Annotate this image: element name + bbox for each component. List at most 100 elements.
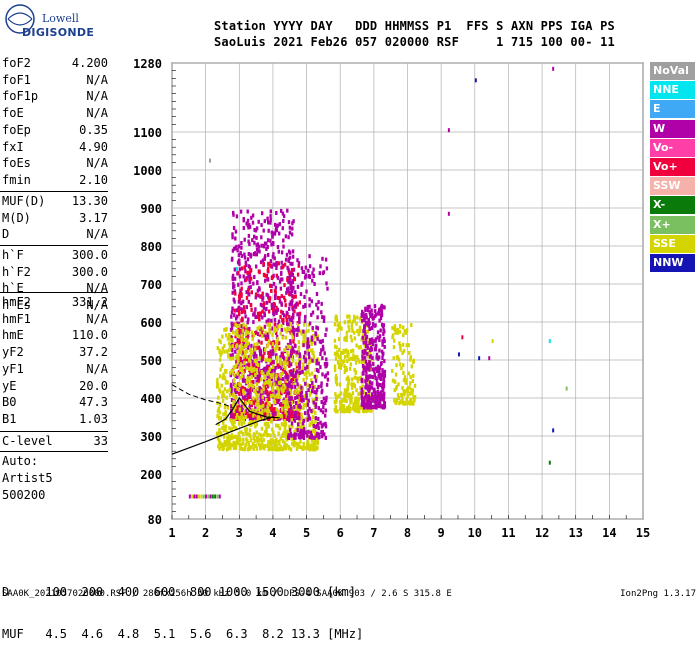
echo-point (239, 350, 243, 355)
echo-point (222, 412, 225, 417)
param-value: 0.35 (79, 122, 108, 137)
echo-point (307, 323, 310, 328)
echo-point (348, 328, 351, 333)
x-tick-label: 12 (535, 526, 549, 540)
echo-point (223, 403, 227, 408)
echo-point (265, 306, 268, 311)
echo-point (240, 446, 244, 451)
echo-point (264, 387, 268, 392)
echo-point (297, 345, 301, 350)
echo-point (233, 308, 236, 313)
echo-point (333, 368, 337, 373)
echo-point (368, 321, 371, 326)
param-row-hmf1: hmF1 N/A (2, 312, 108, 328)
echo-point (274, 308, 277, 313)
echo-point (316, 326, 319, 331)
echo-point (249, 285, 252, 290)
echo-point (291, 289, 294, 294)
param-row-hmf2: hmF2 331.2 (2, 295, 108, 311)
echo-point (247, 317, 250, 322)
echo-point (370, 385, 373, 390)
echo-point (315, 292, 319, 296)
echo-point (317, 435, 321, 440)
distance-row: D 100 200 400 600 800 1000 1500 3000 [km… (2, 585, 357, 599)
echo-point (218, 338, 221, 343)
echo-point (366, 305, 370, 309)
echo-point (276, 355, 279, 360)
echo-point (293, 309, 296, 314)
echo-point (308, 355, 311, 360)
echo-point (307, 388, 310, 393)
echo-point (316, 334, 319, 339)
echo-point (242, 370, 245, 375)
echo-point (283, 356, 286, 361)
echo-point (273, 231, 277, 236)
echo-point (289, 273, 292, 278)
echo-point (339, 354, 342, 359)
echo-point (360, 360, 364, 365)
echo-point (291, 254, 295, 259)
echo-point (275, 211, 278, 215)
echo-point (254, 315, 257, 320)
echo-point (250, 215, 253, 220)
echo-point (348, 314, 351, 319)
echo-point (250, 330, 253, 335)
echo-point (231, 306, 234, 311)
param-name: h`F2 (2, 264, 31, 279)
echo-point (324, 436, 327, 440)
echo-point (304, 303, 307, 307)
echo-point (371, 395, 374, 400)
echo-point (351, 377, 354, 382)
echo-point (220, 431, 223, 436)
echo-point (292, 377, 295, 382)
echo-point (283, 369, 287, 374)
echo-point (261, 357, 264, 361)
echo-point (245, 290, 248, 295)
echo-point (221, 394, 224, 399)
echo-point (365, 378, 368, 383)
echo-point (274, 376, 277, 381)
echo-point (307, 274, 310, 279)
echo-point (258, 317, 261, 322)
echo-point (357, 376, 361, 381)
echo-point (231, 232, 234, 237)
echo-point (396, 330, 399, 335)
echo-point (316, 446, 319, 451)
echo-point (243, 360, 246, 365)
echo-point (381, 339, 384, 344)
echo-point (238, 334, 241, 339)
echo-point (315, 390, 318, 395)
echo-point (280, 250, 284, 255)
echo-point (284, 385, 287, 390)
echo-point (288, 397, 292, 401)
echo-point (297, 326, 300, 331)
echo-point (308, 406, 311, 411)
echo-point (289, 427, 292, 432)
echo-point (398, 362, 402, 367)
echo-point (283, 283, 286, 288)
echo-point (325, 362, 329, 366)
echo-point (319, 264, 322, 269)
echo-point (367, 323, 371, 328)
echo-point (254, 375, 257, 380)
echo-point (294, 290, 297, 295)
echo-point (381, 342, 384, 347)
echo-point (309, 348, 313, 353)
y-tick-label: 700 (140, 278, 162, 292)
echo-point (230, 337, 234, 342)
echo-point (235, 266, 238, 271)
echo-point (286, 415, 290, 420)
echo-point (361, 309, 364, 314)
echo-point (225, 447, 229, 452)
echo-point (232, 212, 235, 217)
echo-point (280, 208, 283, 213)
echo-point (376, 330, 380, 335)
echo-point (273, 322, 277, 327)
echo-point (359, 329, 362, 333)
echo-point (240, 324, 243, 329)
echo-point (257, 345, 260, 350)
echo-point (291, 370, 295, 375)
echo-point (281, 413, 285, 418)
echo-point (365, 382, 368, 387)
echo-point (290, 416, 293, 420)
